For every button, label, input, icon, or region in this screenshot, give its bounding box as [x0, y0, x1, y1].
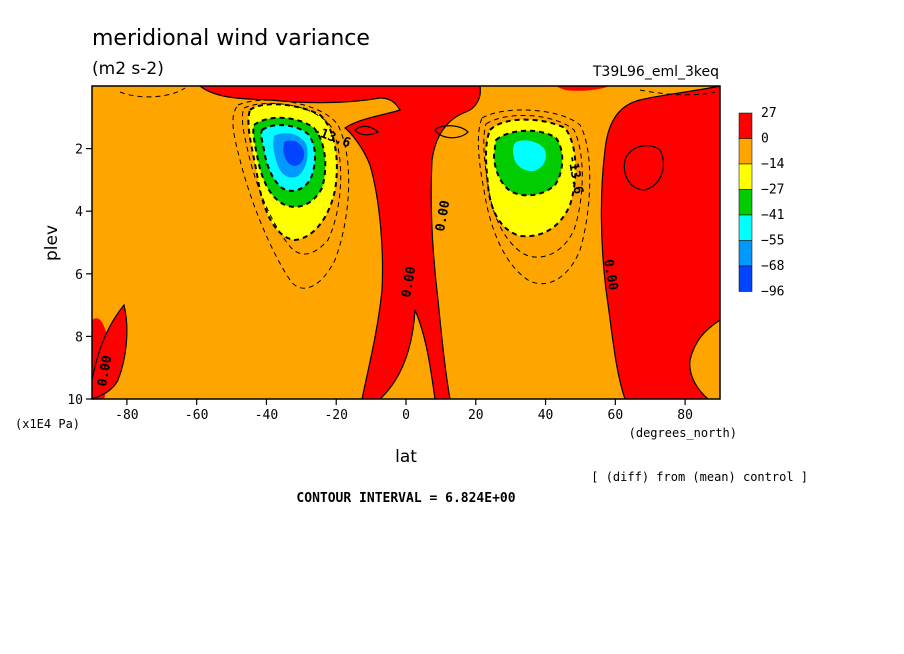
colorbar-label: 0 — [761, 132, 769, 147]
y-tick-label: 10 — [67, 393, 83, 408]
x-tick-label: -80 — [115, 408, 138, 423]
colorbar-swatch — [738, 240, 753, 267]
contour-label-north: -13.6 — [564, 154, 586, 195]
north-positive-region — [601, 86, 720, 399]
colorbar-label: −27 — [761, 183, 784, 198]
colorbar-swatch — [738, 265, 753, 292]
x-tick-label: 80 — [677, 408, 693, 423]
chart-units: (m2 s-2) — [92, 59, 164, 79]
y-tick-label: 6 — [75, 268, 83, 283]
colorbar-label: −96 — [761, 285, 784, 300]
x-axis-units: (degrees_north) — [629, 426, 737, 440]
contour-label-right: 0.00 — [600, 258, 620, 292]
colorbar-label: −68 — [761, 259, 784, 274]
south-trough-darkblue — [283, 140, 305, 166]
colorbar-label: 27 — [761, 106, 777, 121]
y-axis-units: (x1E4 Pa) — [15, 417, 80, 431]
contour-label-left: 0.00 — [95, 354, 115, 388]
colorbar-swatch — [738, 138, 753, 165]
x-tick-label: -20 — [324, 408, 347, 423]
diff-note: [ (diff) from (mean) control ] — [591, 470, 808, 484]
zero-contours — [92, 86, 720, 399]
colorbar-label: −41 — [761, 208, 784, 223]
x-tick-label: 60 — [608, 408, 624, 423]
y-tick-label: 8 — [75, 330, 83, 345]
contour-interval: CONTOUR INTERVAL = 6.824E+00 — [296, 491, 515, 506]
contour-label-equator: 0.00 — [433, 199, 453, 233]
equatorial-positive-region — [200, 86, 481, 399]
x-axis-label: lat — [395, 447, 417, 467]
colorbar-swatch — [738, 163, 753, 190]
x-tick-label: 0 — [402, 408, 410, 423]
y-tick-label: 4 — [75, 205, 83, 220]
y-axis: 2 4 6 8 10 — [67, 143, 92, 408]
top-right-positive — [555, 86, 610, 91]
colorbar-label: −55 — [761, 234, 784, 249]
x-tick-label: 40 — [538, 408, 554, 423]
x-tick-label: 20 — [468, 408, 484, 423]
experiment-label: T39L96_eml_3keq — [592, 64, 719, 80]
negative-contours — [119, 87, 716, 289]
chart-title: meridional wind variance — [92, 26, 370, 51]
colorbar-swatch — [738, 189, 753, 216]
north-trough-cyan — [512, 140, 546, 172]
contour-label-center: 0.00 — [399, 265, 419, 299]
y-tick-label: 2 — [75, 143, 83, 158]
colorbar-swatch — [738, 112, 753, 139]
x-axis: -80 -60 -40 -20 0 20 40 60 80 — [115, 399, 693, 423]
y-axis-label: plev — [42, 225, 62, 261]
colorbar: 27 0 −14 −27 −41 −55 −68 −96 — [738, 106, 785, 300]
colorbar-label: −14 — [761, 157, 785, 172]
x-tick-label: -40 — [255, 408, 278, 423]
contour-plot: -13.6 -13.6 0.00 0.00 0.00 0.00 — [92, 86, 720, 399]
x-tick-label: -60 — [185, 408, 208, 423]
colorbar-swatch — [738, 214, 753, 241]
